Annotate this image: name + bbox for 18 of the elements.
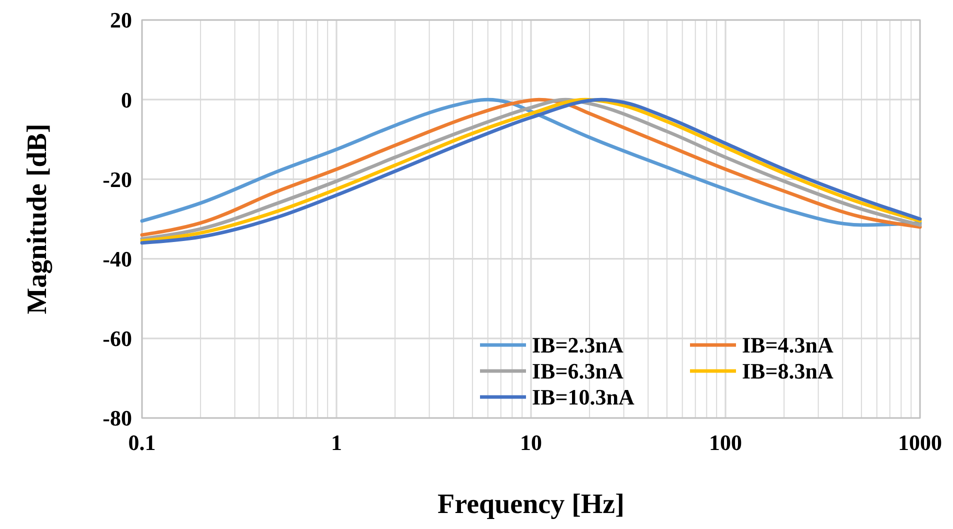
x-axis-title: Frequency [Hz] xyxy=(438,489,624,520)
legend-label: IB=8.3nA xyxy=(742,358,834,384)
y-tick-label: -60 xyxy=(102,326,132,352)
y-tick-label: -20 xyxy=(102,166,132,192)
x-tick-label: 100 xyxy=(709,430,742,455)
y-tick-label: 20 xyxy=(110,8,132,33)
x-tick-label: 1000 xyxy=(898,430,942,455)
legend-label: IB=4.3nA xyxy=(742,332,834,358)
x-tick-label: 10 xyxy=(520,430,542,455)
y-tick-label: 0 xyxy=(121,87,132,112)
y-tick-label: -80 xyxy=(102,406,132,431)
x-tick-label: 1 xyxy=(331,430,342,455)
y-axis-title: Magnitude [dB] xyxy=(22,124,53,314)
x-tick-label: 0.1 xyxy=(128,430,156,455)
legend-label: IB=6.3nA xyxy=(532,358,624,384)
legend-label: IB=10.3nA xyxy=(532,384,635,410)
y-tick-label: -40 xyxy=(102,246,132,272)
legend-label: IB=2.3nA xyxy=(532,332,624,358)
